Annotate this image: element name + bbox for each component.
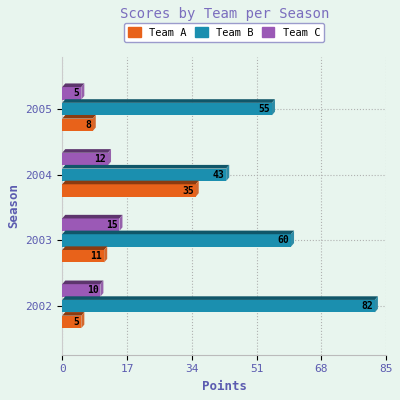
Polygon shape bbox=[272, 99, 275, 115]
Polygon shape bbox=[104, 246, 107, 262]
Bar bbox=[62, 316, 81, 328]
Polygon shape bbox=[62, 280, 103, 284]
Bar bbox=[62, 118, 93, 131]
Text: 82: 82 bbox=[361, 301, 373, 311]
Text: 15: 15 bbox=[106, 220, 118, 230]
Polygon shape bbox=[100, 280, 103, 297]
Polygon shape bbox=[196, 181, 199, 197]
Text: 11: 11 bbox=[90, 251, 102, 261]
Legend: Team A, Team B, Team C: Team A, Team B, Team C bbox=[124, 23, 324, 42]
Bar bbox=[62, 87, 81, 100]
Polygon shape bbox=[62, 246, 107, 250]
Bar bbox=[62, 234, 291, 247]
Polygon shape bbox=[62, 165, 229, 168]
Bar bbox=[62, 103, 272, 115]
Polygon shape bbox=[81, 84, 84, 100]
Polygon shape bbox=[62, 181, 199, 184]
Text: 5: 5 bbox=[74, 317, 79, 327]
Polygon shape bbox=[120, 215, 122, 231]
Bar bbox=[62, 168, 226, 181]
Y-axis label: Season: Season bbox=[7, 183, 20, 228]
Polygon shape bbox=[62, 215, 122, 218]
Polygon shape bbox=[291, 231, 294, 247]
Bar bbox=[62, 184, 196, 197]
Text: 12: 12 bbox=[94, 154, 106, 164]
Polygon shape bbox=[108, 149, 111, 165]
Polygon shape bbox=[62, 99, 275, 103]
Text: 55: 55 bbox=[258, 104, 270, 114]
Bar bbox=[62, 153, 108, 165]
Text: 35: 35 bbox=[182, 186, 194, 196]
Polygon shape bbox=[62, 296, 378, 300]
Polygon shape bbox=[62, 84, 84, 87]
Bar bbox=[62, 250, 104, 262]
Bar bbox=[62, 284, 100, 297]
Bar bbox=[62, 218, 120, 231]
Text: 43: 43 bbox=[212, 170, 224, 180]
Polygon shape bbox=[226, 165, 229, 181]
Polygon shape bbox=[81, 312, 84, 328]
Title: Scores by Team per Season: Scores by Team per Season bbox=[120, 7, 329, 21]
Polygon shape bbox=[62, 231, 294, 234]
Polygon shape bbox=[62, 312, 84, 316]
X-axis label: Points: Points bbox=[202, 380, 247, 393]
Text: 8: 8 bbox=[85, 120, 91, 130]
Polygon shape bbox=[375, 296, 378, 312]
Text: 10: 10 bbox=[87, 285, 98, 295]
Bar bbox=[62, 300, 375, 312]
Polygon shape bbox=[62, 115, 96, 118]
Polygon shape bbox=[93, 115, 96, 131]
Polygon shape bbox=[62, 149, 111, 153]
Text: 5: 5 bbox=[74, 88, 79, 98]
Text: 60: 60 bbox=[277, 236, 289, 246]
